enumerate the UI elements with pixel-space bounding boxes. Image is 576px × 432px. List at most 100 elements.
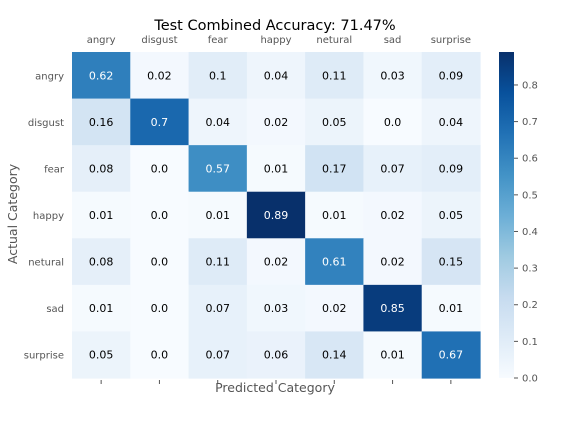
cell-value-label: 0.02 [264, 116, 289, 129]
cell-value-label: 0.11 [322, 69, 347, 82]
cell-value-label: 0.0 [151, 162, 169, 175]
heatmap-cell [421, 238, 481, 286]
heatmap-cell [305, 284, 365, 333]
heatmap-cell [363, 191, 423, 239]
colorbar-tick-label: 0.0 [522, 374, 538, 385]
heatmap-cell [130, 284, 190, 333]
heatmap-cell [305, 238, 365, 286]
heatmap-cell [421, 52, 481, 100]
cell-value-label: 0.14 [322, 349, 347, 362]
y-tick-label: fear [44, 164, 65, 175]
heatmap-cell [188, 145, 248, 193]
heatmap-cell [188, 98, 248, 146]
cell-value-label: 0.03 [380, 69, 405, 82]
cell-value-label: 0.08 [89, 162, 114, 175]
cell-value-label: 0.16 [89, 116, 114, 129]
y-tick-labels: angry disgust fear happy netural sad surprise [24, 71, 65, 361]
colorbar-tick-label: 0.4 [522, 227, 538, 238]
cell-value-label: 0.05 [322, 116, 347, 129]
heatmap-cell [130, 98, 190, 146]
heatmap-cell [130, 191, 190, 239]
colorbar-tick-label: 0.7 [522, 117, 538, 128]
colorbar-tick-label: 0.6 [522, 154, 538, 165]
heatmap-cell [305, 52, 365, 100]
cell-value-label: 0.01 [89, 302, 114, 315]
cell-value-label: 0.02 [147, 69, 172, 82]
cell-value-label: 0.89 [264, 209, 289, 222]
heatmap-cell [305, 98, 365, 146]
colorbar-ticks: 0.0 0.1 0.2 0.3 0.4 0.5 0.6 0.7 0.8 [514, 80, 538, 385]
cell-value-label: 0.08 [89, 256, 114, 269]
cell-value-label: 0.04 [205, 116, 230, 129]
x-tick-label: fear [208, 35, 229, 46]
y-tick-label: disgust [28, 118, 64, 129]
heatmap-cell [421, 191, 481, 239]
heatmap-cell [72, 98, 131, 146]
heatmap-cell [363, 145, 423, 193]
cell-value-label: 0.11 [205, 256, 230, 269]
heatmap-cell [188, 238, 248, 286]
cell-value-label: 0.1 [209, 69, 227, 82]
heatmap-cell [188, 52, 248, 100]
cell-value-label: 0.01 [89, 209, 114, 222]
heatmap-cell [72, 331, 131, 379]
cell-value-label: 0.0 [151, 256, 169, 269]
heatmap-cell [246, 284, 306, 333]
heatmap-cell [421, 284, 481, 333]
heatmap-cell [130, 52, 190, 100]
heatmap-cell [188, 331, 248, 379]
heatmap-cell [421, 98, 481, 146]
cell-value-label: 0.67 [439, 349, 464, 362]
cell-value-label: 0.15 [439, 256, 464, 269]
heatmap-cell [305, 145, 365, 193]
cell-value-label: 0.01 [322, 209, 347, 222]
heatmap-cell [305, 191, 365, 239]
cell-value-label: 0.17 [322, 162, 347, 175]
y-tick-label: netural [28, 258, 64, 269]
y-tick-label: surprise [24, 351, 64, 362]
colorbar [499, 52, 514, 378]
cell-value-label: 0.04 [439, 116, 464, 129]
x-tick-labels: angry disgust fear happy netural sad surprise [87, 35, 471, 384]
heatmap-cell [72, 191, 131, 239]
cell-value-label: 0.02 [264, 256, 289, 269]
heatmap-cell [421, 331, 481, 379]
cell-value-label: 0.05 [89, 349, 114, 362]
heatmap-cell [363, 52, 423, 100]
cell-value-label: 0.02 [322, 302, 347, 315]
y-tick-label: angry [35, 71, 64, 82]
heatmap-cell [305, 331, 365, 379]
heatmap-cell [130, 331, 190, 379]
x-tick-label: disgust [141, 35, 177, 46]
cell-value-label: 0.05 [439, 209, 464, 222]
heatmap-cell [246, 331, 306, 379]
heatmap-cell [421, 145, 481, 193]
heatmap-cell [246, 145, 306, 193]
colorbar-tick-label: 0.8 [522, 80, 538, 91]
cell-value-label: 0.0 [151, 349, 169, 362]
heatmap-cell [363, 331, 423, 379]
heatmap-cell [188, 191, 248, 239]
heatmap-cell [246, 98, 306, 146]
x-tick-label: surprise [431, 35, 471, 46]
heatmap-cell [72, 284, 131, 333]
heatmap-cell [72, 238, 131, 286]
cell-value-label: 0.04 [264, 69, 289, 82]
cell-value-label: 0.07 [205, 302, 230, 315]
heatmap-cell-labels: 0.62 0.02 0.1 0.04 0.11 0.03 0.09 0.16 0.7 0.04 0.… [89, 69, 463, 361]
heatmap-cell [72, 145, 131, 193]
x-tick-label: netural [316, 35, 352, 46]
y-tick-label: happy [33, 211, 64, 222]
cell-value-label: 0.07 [205, 349, 230, 362]
colorbar-tick-label: 0.1 [522, 337, 538, 348]
cell-value-label: 0.01 [205, 209, 230, 222]
cell-value-label: 0.01 [264, 162, 289, 175]
chart-title: Test Combined Accuracy: 71.47% [153, 18, 395, 34]
heatmap-cell [363, 98, 423, 146]
heatmap-cell [363, 284, 423, 333]
cell-value-label: 0.06 [264, 349, 289, 362]
y-axis-label: Actual Category [5, 163, 20, 264]
heatmap-cell [130, 238, 190, 286]
heatmap-cell [130, 145, 190, 193]
